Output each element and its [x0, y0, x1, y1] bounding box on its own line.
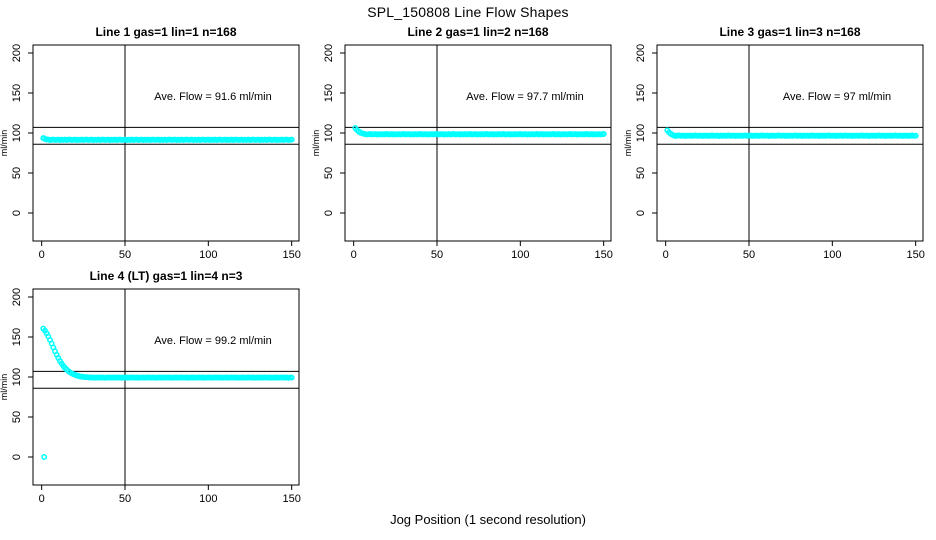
x-tick-label: 50 — [119, 493, 131, 505]
chart-canvas: Line 1 gas=1 lin=1 n=168 0 50 100 150 0 50 100 1… — [0, 25, 301, 261]
x-axis-label: Jog Position (1 second resolution) — [390, 512, 586, 527]
y-tick-label: 50 — [11, 411, 23, 423]
y-axis-label: ml/min — [312, 130, 321, 157]
chart-canvas: Line 4 (LT) gas=1 lin=4 n=3 0 50 100 150 0 50 1… — [0, 269, 301, 505]
x-tick-label: 100 — [823, 249, 841, 261]
subplot-line-3: Line 3 gas=1 lin=3 n=168 0 50 100 150 0 50 100 1… — [623, 20, 936, 270]
y-tick-label: 150 — [11, 328, 23, 346]
x-tick-label: 0 — [351, 249, 357, 261]
x-tick-label: 150 — [282, 249, 300, 261]
data-points — [40, 325, 295, 460]
x-tick-label: 50 — [119, 249, 131, 261]
data-point — [288, 136, 295, 143]
chart-canvas: Line 3 gas=1 lin=3 n=168 0 50 100 150 0 50 100 1… — [623, 25, 925, 261]
plot-border — [32, 44, 300, 242]
subplot-title: Line 3 gas=1 lin=3 n=168 — [719, 25, 860, 39]
ave-flow-annotation: Ave. Flow = 97 ml/min — [783, 91, 891, 103]
ave-flow-annotation: Ave. Flow = 99.2 ml/min — [154, 335, 271, 347]
subplot-title: Line 1 gas=1 lin=1 n=168 — [95, 25, 236, 39]
y-tick-label: 200 — [11, 288, 23, 306]
y-tick-label: 100 — [635, 124, 647, 142]
y-tick-label: 200 — [635, 44, 647, 62]
y-axis-label: ml/min — [0, 130, 9, 157]
plot-border — [32, 288, 300, 486]
x-tick-label: 100 — [511, 249, 529, 261]
y-tick-label: 150 — [635, 84, 647, 102]
data-points — [664, 127, 919, 139]
plot-border — [656, 44, 924, 242]
data-point — [288, 374, 295, 381]
y-tick-label: 50 — [323, 167, 335, 179]
y-tick-label: 200 — [323, 44, 335, 62]
ave-flow-annotation: Ave. Flow = 91.6 ml/min — [154, 91, 271, 103]
y-tick-label: 0 — [11, 454, 23, 460]
y-tick-label: 150 — [323, 84, 335, 102]
x-tick-label: 150 — [282, 493, 300, 505]
data-points — [40, 135, 295, 143]
y-axis-label: ml/min — [0, 374, 9, 401]
y-tick-label: 150 — [11, 84, 23, 102]
data-point — [600, 131, 607, 137]
data-point — [41, 454, 48, 460]
subplot-line-2: Line 2 gas=1 lin=2 n=168 0 50 100 150 0 50 100 1… — [311, 20, 624, 270]
y-tick-label: 200 — [11, 44, 23, 62]
x-tick-label: 100 — [199, 249, 217, 261]
y-tick-label: 50 — [11, 167, 23, 179]
subplot-line-4: Line 4 (LT) gas=1 lin=4 n=3 0 50 100 150 0 50 1… — [0, 264, 312, 514]
y-tick-label: 100 — [323, 124, 335, 142]
chart-canvas: Line 2 gas=1 lin=2 n=168 0 50 100 150 0 50 100 1… — [311, 25, 613, 261]
x-tick-label: 50 — [743, 249, 755, 261]
subplot-line-1: Line 1 gas=1 lin=1 n=168 0 50 100 150 0 50 100 1… — [0, 20, 312, 270]
y-tick-label: 0 — [635, 210, 647, 216]
y-tick-label: 0 — [323, 210, 335, 216]
ave-flow-annotation: Ave. Flow = 97.7 ml/min — [466, 91, 583, 103]
x-tick-label: 50 — [431, 249, 443, 261]
x-tick-label: 100 — [199, 493, 217, 505]
page-title: SPL_150808 Line Flow Shapes — [367, 4, 569, 20]
x-tick-label: 0 — [663, 249, 669, 261]
x-tick-label: 150 — [594, 249, 612, 261]
data-point — [912, 132, 919, 139]
x-tick-label: 150 — [906, 249, 924, 261]
subplot-title: Line 4 (LT) gas=1 lin=4 n=3 — [90, 269, 243, 283]
y-tick-label: 100 — [11, 368, 23, 386]
y-axis-label: ml/min — [624, 130, 633, 157]
x-tick-label: 0 — [39, 493, 45, 505]
y-tick-label: 100 — [11, 124, 23, 142]
data-points — [352, 125, 607, 138]
y-tick-label: 0 — [11, 210, 23, 216]
plot-border — [344, 44, 612, 242]
subplot-title: Line 2 gas=1 lin=2 n=168 — [407, 25, 548, 39]
x-tick-label: 0 — [39, 249, 45, 261]
y-tick-label: 50 — [635, 167, 647, 179]
